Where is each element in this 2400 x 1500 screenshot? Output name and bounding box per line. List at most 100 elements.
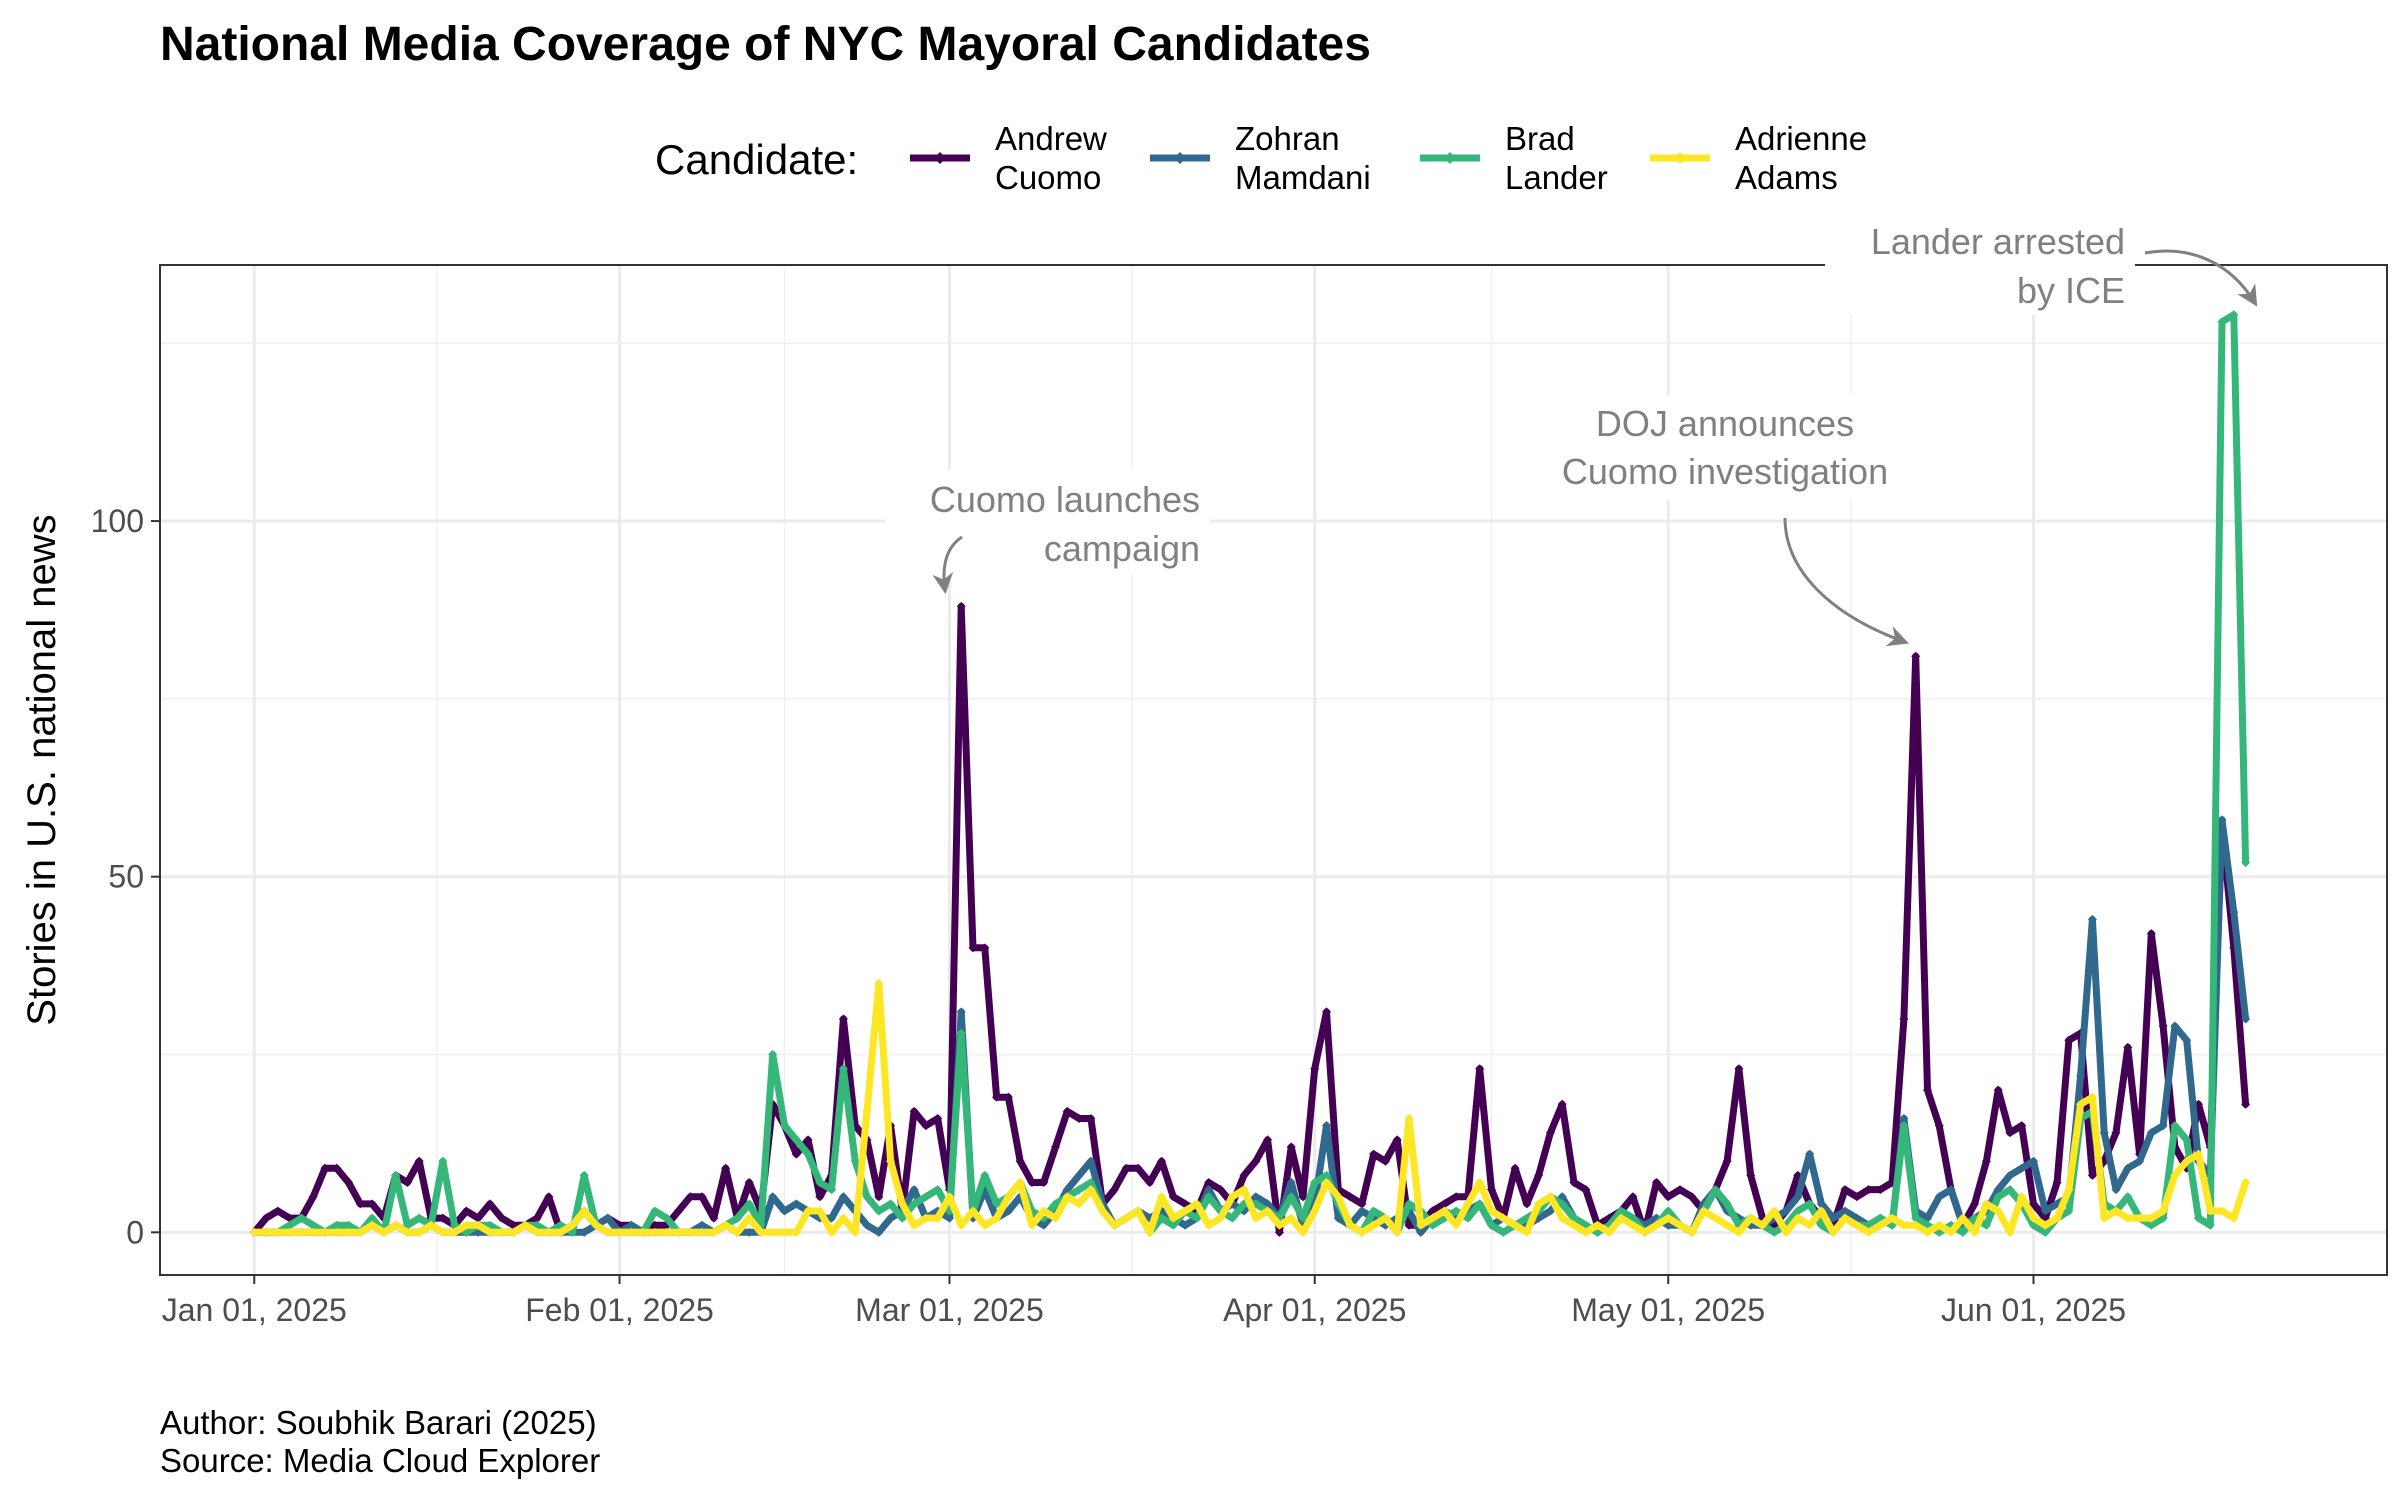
- data-point: [402, 1227, 412, 1237]
- y-tick-label: 100: [91, 503, 144, 539]
- data-point: [1404, 1220, 1414, 1230]
- data-point: [1345, 1192, 1355, 1202]
- data-point: [815, 1178, 825, 1188]
- data-point: [862, 1220, 872, 1230]
- data-point: [344, 1220, 354, 1230]
- data-point: [956, 1220, 966, 1230]
- data-point: [1322, 1170, 1332, 1180]
- data-point: [1074, 1199, 1084, 1209]
- data-point: [332, 1220, 342, 1230]
- data-point: [1640, 1227, 1650, 1237]
- data-point: [1911, 651, 1921, 661]
- data-point: [1074, 1170, 1084, 1180]
- data-point: [650, 1206, 660, 1216]
- data-point: [1168, 1213, 1178, 1223]
- data-point: [1722, 1220, 1732, 1230]
- data-point: [685, 1192, 695, 1202]
- data-point: [1451, 1220, 1461, 1230]
- data-point: [1392, 1135, 1402, 1145]
- data-point: [2064, 1035, 2074, 1045]
- data-point: [1946, 1227, 1956, 1237]
- data-point: [2029, 1156, 2039, 1166]
- data-point: [685, 1227, 695, 1237]
- data-point: [874, 1192, 884, 1202]
- data-point: [485, 1227, 495, 1237]
- data-point: [2229, 1213, 2239, 1223]
- data-point: [1298, 1213, 1308, 1223]
- data-point: [497, 1227, 507, 1237]
- data-point: [827, 1185, 837, 1195]
- data-point: [968, 943, 978, 953]
- data-point: [1003, 1206, 1013, 1216]
- data-point: [2170, 1021, 2180, 1031]
- data-point: [391, 1170, 401, 1180]
- data-point: [1121, 1163, 1131, 1173]
- data-point: [2005, 1170, 2015, 1180]
- data-point: [1286, 1142, 1296, 1152]
- data-point: [850, 1156, 860, 1166]
- data-point: [2087, 1092, 2097, 1102]
- data-point: [1793, 1213, 1803, 1223]
- data-point: [1274, 1220, 1284, 1230]
- data-point: [1274, 1227, 1284, 1237]
- data-point: [1157, 1156, 1167, 1166]
- data-point: [344, 1178, 354, 1188]
- data-point: [1934, 1192, 1944, 1202]
- data-point: [1475, 1064, 1485, 1074]
- data-point: [1310, 1064, 1320, 1074]
- data-point: [838, 1192, 848, 1202]
- data-point: [308, 1220, 318, 1230]
- data-point: [933, 1213, 943, 1223]
- data-point: [1899, 1114, 1909, 1124]
- plot-panel-border: [159, 264, 2388, 1276]
- data-point: [1098, 1206, 1108, 1216]
- data-point: [2111, 1185, 2121, 1195]
- data-point: [638, 1227, 648, 1237]
- data-point: [1510, 1220, 1520, 1230]
- data-point: [944, 1192, 954, 1202]
- data-point: [2123, 1042, 2133, 1052]
- data-point: [1086, 1178, 1096, 1188]
- data-point: [579, 1206, 589, 1216]
- data-point: [1569, 1178, 1579, 1188]
- data-point: [1451, 1206, 1461, 1216]
- data-point: [1593, 1220, 1603, 1230]
- data-point: [1899, 1220, 1909, 1230]
- data-point: [367, 1199, 377, 1209]
- data-point: [2182, 1156, 2192, 1166]
- data-point: [1522, 1227, 1532, 1237]
- data-point: [2123, 1213, 2133, 1223]
- data-point: [956, 601, 966, 611]
- data-point: [1204, 1178, 1214, 1188]
- data-point: [874, 978, 884, 988]
- data-point: [296, 1227, 306, 1237]
- data-point: [438, 1156, 448, 1166]
- data-point: [1781, 1206, 1791, 1216]
- data-point: [2029, 1213, 2039, 1223]
- data-point: [2241, 1014, 2251, 1024]
- data-point: [1039, 1206, 1049, 1216]
- data-point: [532, 1227, 542, 1237]
- data-point: [2099, 1213, 2109, 1223]
- data-point: [1805, 1199, 1815, 1209]
- data-point: [2229, 907, 2239, 917]
- data-point: [1286, 1213, 1296, 1223]
- data-point: [508, 1227, 518, 1237]
- caption-source: Source: Media Cloud Explorer: [160, 1442, 600, 1479]
- data-point: [2241, 857, 2251, 867]
- plot-background: [160, 265, 2387, 1275]
- data-point: [1864, 1185, 1874, 1195]
- y-axis: 0 50 100: [91, 503, 160, 1250]
- legend-swatch-marker: [1174, 152, 1186, 164]
- data-point: [756, 1227, 766, 1237]
- data-point: [367, 1213, 377, 1223]
- data-point: [1911, 1220, 1921, 1230]
- data-point: [2123, 1163, 2133, 1173]
- data-point: [1369, 1206, 1379, 1216]
- data-point: [1840, 1213, 1850, 1223]
- data-point: [1993, 1192, 2003, 1202]
- data-point: [273, 1206, 283, 1216]
- data-point: [1168, 1220, 1178, 1230]
- data-point: [886, 1156, 896, 1166]
